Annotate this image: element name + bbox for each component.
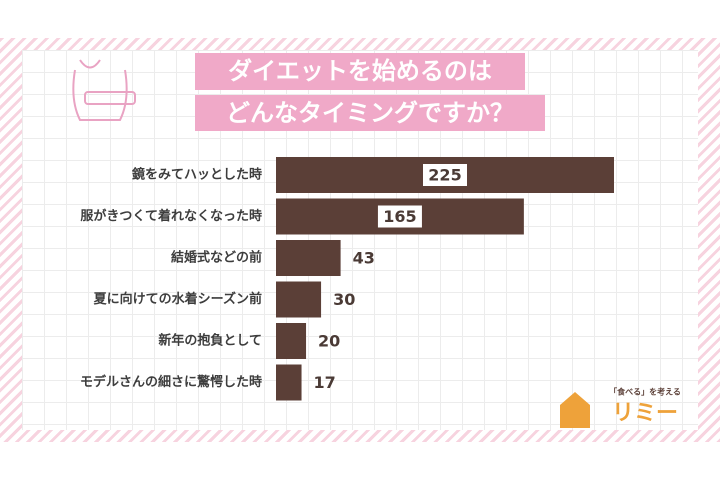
- bar: [276, 281, 322, 318]
- value-label: 20: [318, 332, 340, 351]
- value-label-box: [377, 205, 422, 228]
- category-label: モデルさんの細さに驚愕した時: [80, 374, 262, 390]
- bar: [276, 240, 341, 276]
- title-box: [195, 53, 525, 90]
- value-label: 165: [383, 207, 416, 226]
- category-label: 夏に向けての水着シーズン前: [93, 291, 262, 307]
- logo-tagline: 「食べる」を考える: [609, 387, 681, 397]
- chart-title: どんなタイミングですか？: [226, 99, 514, 127]
- category-label: 結婚式などの前: [171, 250, 262, 266]
- category-label: 新年の抱負として: [158, 333, 262, 349]
- value-label: 30: [333, 290, 355, 309]
- bar: [276, 323, 307, 359]
- category-label: 鏡をみてハッとした時: [132, 167, 262, 183]
- chart-title: ダイエットを始めるのは: [228, 57, 492, 85]
- logo-name: リミー: [612, 401, 678, 426]
- figure-icon: [72, 59, 136, 121]
- value-label: 17: [314, 373, 336, 392]
- category-label: 服がきつくて着れなくなった時: [80, 208, 262, 224]
- title-box: [195, 95, 545, 131]
- logo: 「食べる」を考える リミー: [560, 387, 681, 428]
- value-label: 225: [428, 166, 461, 185]
- bar: [276, 364, 302, 401]
- value-label: 43: [353, 249, 375, 268]
- value-label-box: [423, 164, 467, 186]
